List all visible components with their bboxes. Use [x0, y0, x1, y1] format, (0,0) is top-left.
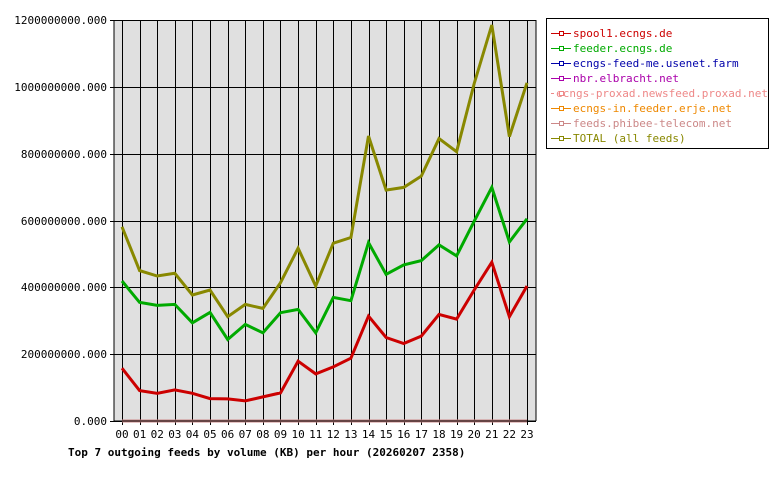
x-tick-label: 17 [415, 428, 428, 441]
y-axis-ticks: 0.000 200000000.000 400000000.000 600000000… [14, 14, 107, 428]
legend-item: spool1.ecngs.de [547, 26, 768, 41]
y-tick-label: 200000000.000 [21, 348, 107, 361]
legend-label: feeder.ecngs.de [573, 42, 673, 55]
legend-line-marker-icon [551, 44, 571, 53]
legend-line-marker-icon [551, 134, 571, 143]
series-line-total-all-feeds- [120, 24, 529, 319]
y-tick-label: 0.000 [74, 415, 107, 428]
legend-item: ecngs-in.feeder.erje.net [547, 101, 768, 116]
legend-label: nbr.elbracht.net [573, 72, 679, 85]
series-line-feeder-ecngs-de [120, 183, 529, 342]
y-tick-label: 800000000.000 [21, 148, 107, 161]
legend-label: spool1.ecngs.de [573, 27, 673, 40]
legend-label: ecngs-in.feeder.erje.net [573, 102, 732, 115]
x-tick-label: 22 [503, 428, 516, 441]
legend-item: TOTAL (all feeds) [547, 131, 768, 146]
y-tick-label: 600000000.000 [21, 215, 107, 228]
x-tick-label: 05 [203, 428, 216, 441]
x-tick-label: 20 [468, 428, 481, 441]
x-tick-label: 14 [362, 428, 376, 441]
x-tick-label: 01 [133, 428, 146, 441]
plot-area [114, 20, 536, 421]
legend-label: ecngs-proxad.newsfeed.proxad.net [556, 87, 768, 100]
x-tick-label: 02 [151, 428, 164, 441]
legend: spool1.ecngs.de feeder.ecngs.de ecngs-feed… [546, 18, 769, 149]
x-tick-label: 23 [520, 428, 533, 441]
series-line-spool1-ecngs-de [120, 258, 529, 403]
legend-item: feeder.ecngs.de [547, 41, 768, 56]
x-tick-label: 15 [380, 428, 393, 441]
x-tick-label: 13 [344, 428, 357, 441]
legend-label: feeds.phibee-telecom.net [573, 117, 732, 130]
legend-line-marker-icon [551, 119, 571, 128]
legend-line-marker-icon [551, 29, 571, 38]
x-tick-label: 21 [485, 428, 498, 441]
x-tick-label: 07 [239, 428, 252, 441]
legend-line-marker-icon [551, 74, 571, 83]
y-tick-label: 400000000.000 [21, 281, 107, 294]
grid-lines [110, 20, 536, 425]
x-tick-label: 12 [327, 428, 340, 441]
legend-line-marker-icon [551, 89, 564, 98]
y-tick-label: 1000000000.000 [14, 81, 107, 94]
x-tick-label: 18 [432, 428, 445, 441]
x-tick-label: 00 [115, 428, 128, 441]
x-axis-ticks: 00 01 02 03 04 05 06 07 08 09 10 11 12 13 14 15 16 17 18 19… [115, 428, 533, 441]
legend-label: TOTAL (all feeds) [573, 132, 686, 145]
x-tick-label: 03 [168, 428, 181, 441]
x-tick-label: 16 [397, 428, 410, 441]
legend-item: feeds.phibee-telecom.net [547, 116, 768, 131]
legend-label: ecngs-feed-me.usenet.farm [573, 57, 739, 70]
y-tick-label: 1200000000.000 [14, 14, 107, 27]
legend-item: ecngs-proxad.newsfeed.proxad.net [547, 86, 768, 101]
x-tick-label: 04 [186, 428, 200, 441]
x-tick-label: 10 [291, 428, 304, 441]
x-tick-label: 11 [309, 428, 322, 441]
legend-line-marker-icon [551, 59, 571, 68]
legend-item: ecngs-feed-me.usenet.farm [547, 56, 768, 71]
chart-title: Top 7 outgoing feeds by volume (KB) per … [68, 446, 465, 459]
x-tick-label: 06 [221, 428, 234, 441]
legend-item: nbr.elbracht.net [547, 71, 768, 86]
legend-line-marker-icon [551, 104, 571, 113]
x-tick-label: 19 [450, 428, 463, 441]
x-tick-label: 09 [274, 428, 287, 441]
x-tick-label: 08 [256, 428, 269, 441]
